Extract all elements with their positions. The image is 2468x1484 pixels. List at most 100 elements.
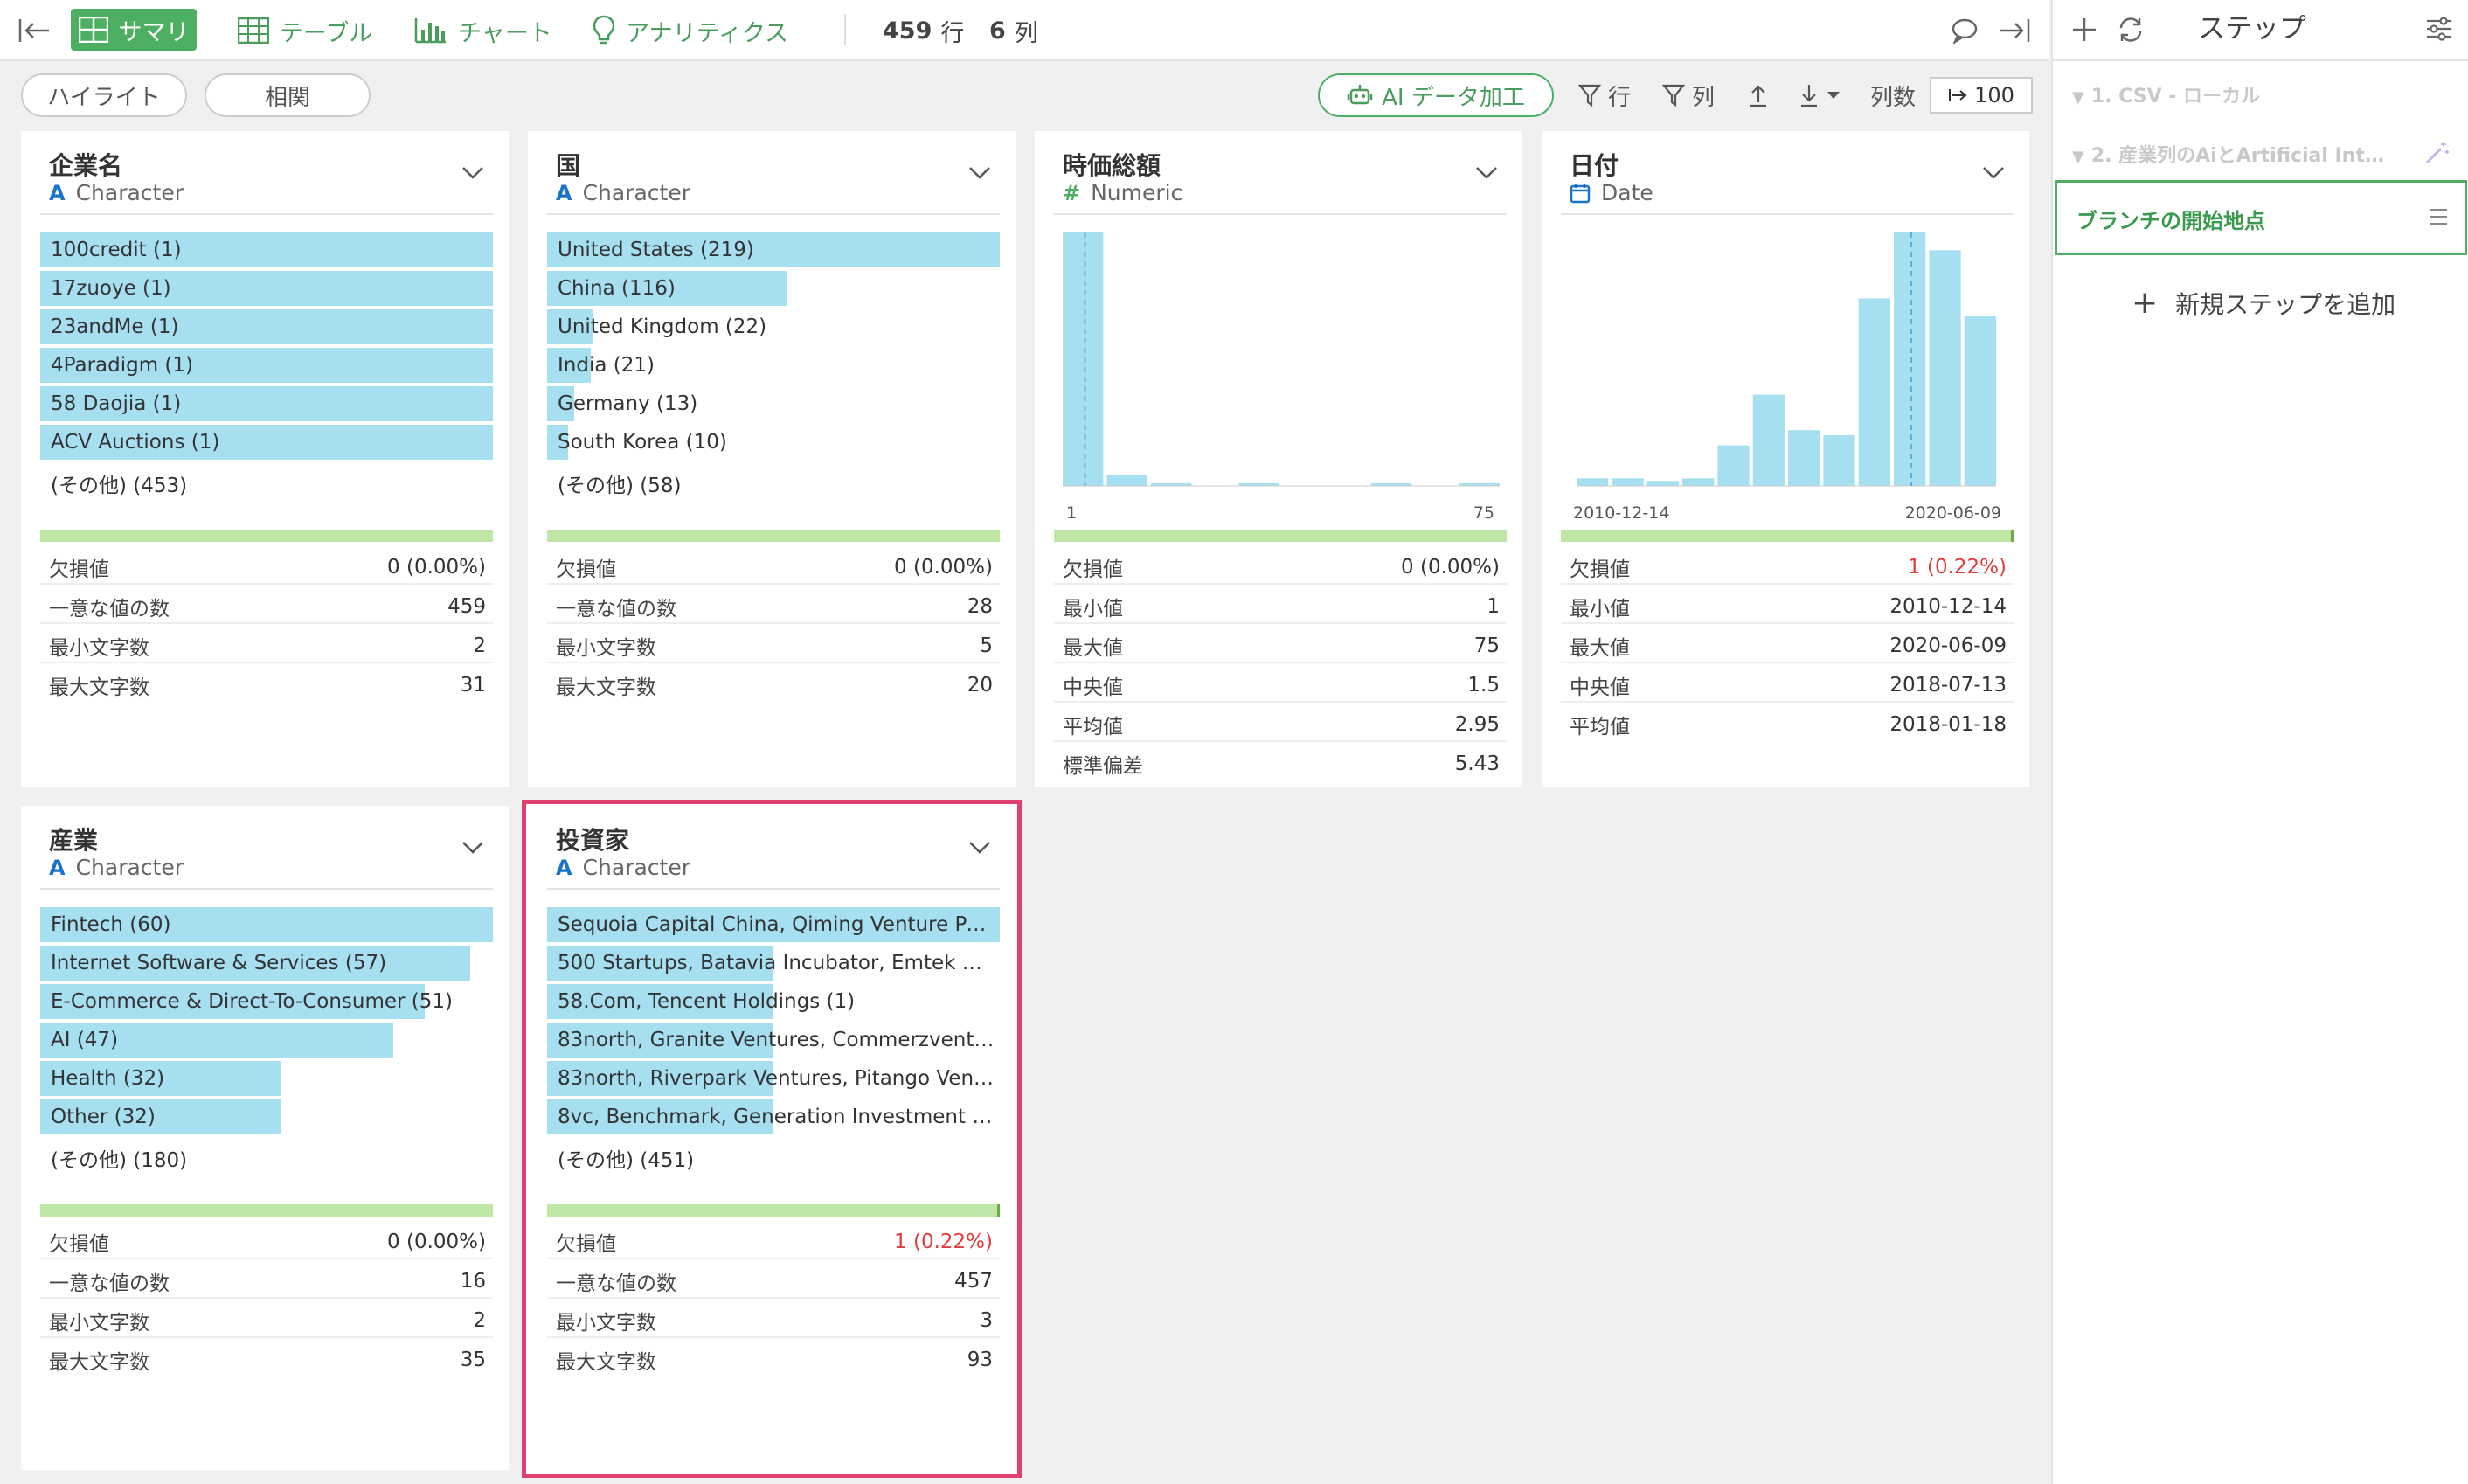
missing-indicator-bar xyxy=(1054,530,1507,542)
column-type-label: Character xyxy=(75,180,184,205)
value-bar-row[interactable]: Fintech (60) xyxy=(40,907,493,946)
value-bar-row[interactable]: 58.Com, Tencent Holdings (1) xyxy=(547,984,1000,1023)
ai-data-processing-button[interactable]: AI データ加工 xyxy=(1318,73,1554,117)
missing-marker xyxy=(2011,530,2014,542)
value-bar-label: AI (47) xyxy=(51,1029,119,1051)
stat-value: 35 xyxy=(460,1349,486,1371)
caret-down-icon: ▼ xyxy=(2072,88,2084,107)
date-histogram xyxy=(1577,232,1996,487)
stat-value: 0 (0.00%) xyxy=(387,1231,486,1253)
magic-wand-icon[interactable] xyxy=(2423,140,2450,170)
value-bar-fill xyxy=(547,232,1000,267)
collapse-left-icon[interactable] xyxy=(17,17,51,47)
chevron-down-icon[interactable] xyxy=(968,841,991,858)
value-bar-row[interactable]: 23andMe (1) xyxy=(40,309,493,348)
highlight-button[interactable]: ハイライト xyxy=(21,73,187,117)
tab-chart[interactable]: チャート xyxy=(414,0,552,61)
steps-panel-header: ステップ xyxy=(2053,0,2468,61)
value-bar-fill xyxy=(547,348,591,383)
column-card-company[interactable]: 企業名 A Character 100credit (1) 17zuoye (1) 2… xyxy=(21,131,509,787)
export-dropdown-button[interactable] xyxy=(1799,73,1848,117)
chevron-down-icon[interactable] xyxy=(968,166,991,184)
value-bar-label: South Korea (10) xyxy=(558,431,727,454)
stat-row-missing: 欠損値 0 (0.00%) xyxy=(547,545,1000,585)
value-bar-fill xyxy=(40,386,493,421)
stat-label: 欠損値 xyxy=(49,1233,109,1256)
chevron-down-icon[interactable] xyxy=(461,841,484,858)
value-bar-row[interactable]: AI (47) xyxy=(40,1023,493,1061)
value-bar-row[interactable]: South Korea (10) xyxy=(547,425,1000,463)
filter-rows-button[interactable]: 行 xyxy=(1578,73,1631,117)
value-bar-row[interactable]: E-Commerce & Direct-To-Consumer (51) xyxy=(40,984,493,1023)
value-bar-row[interactable]: 8vc, Benchmark, Generation Investment Ma… xyxy=(547,1099,1000,1138)
value-bar-label: Health (32) xyxy=(51,1067,165,1090)
value-bar-fill xyxy=(547,984,773,1019)
menu-icon[interactable] xyxy=(2428,207,2449,230)
column-count-input[interactable]: 100 xyxy=(1930,77,2033,114)
value-bar-label: 4Paradigm (1) xyxy=(51,354,193,377)
column-card-country[interactable]: 国 A Character United States (219) China (1… xyxy=(528,131,1016,787)
stat-label: 最大値 xyxy=(1063,637,1123,660)
value-bar-row[interactable]: Health (32) xyxy=(40,1061,493,1099)
tab-summary[interactable]: サマリ xyxy=(71,9,197,51)
stat-label: 最小文字数 xyxy=(49,1312,149,1335)
tab-table[interactable]: テーブル xyxy=(238,0,372,61)
value-bar-row[interactable]: 100credit (1) xyxy=(40,232,493,271)
value-bar-row[interactable]: China (116) xyxy=(547,271,1000,309)
stat-label: 最大文字数 xyxy=(556,1351,656,1374)
value-bar-fill xyxy=(40,348,493,383)
value-bar-fill xyxy=(547,1023,773,1058)
value-bar-fill xyxy=(547,1099,773,1134)
add-step-button[interactable]: + 新規ステップを追加 xyxy=(2132,285,2395,321)
histogram-bar xyxy=(1682,478,1715,486)
value-bar-row[interactable]: Other (32) xyxy=(40,1099,493,1138)
step-item-industry[interactable]: ▼ 2. 産業列のAiとArtificial Int… xyxy=(2072,140,2448,168)
value-bar-row[interactable]: 500 Startups, Batavia Incubator, Emtek G… xyxy=(547,946,1000,984)
value-bar-row[interactable]: India (21) xyxy=(547,348,1000,386)
value-bar-row[interactable]: Germany (13) xyxy=(547,386,1000,425)
comment-icon[interactable] xyxy=(1951,17,1979,47)
stat-value: 0 (0.00%) xyxy=(387,556,486,579)
filter-cols-button[interactable]: 列 xyxy=(1662,73,1715,117)
row-count-value: 459 xyxy=(883,17,932,45)
stat-row-unique: 一意な値の数 16 xyxy=(40,1259,493,1299)
value-bar-row[interactable]: 83north, Granite Ventures, Commerzventur… xyxy=(547,1023,1000,1061)
chevron-down-icon[interactable] xyxy=(461,166,484,184)
tab-analytics[interactable]: アナリティクス xyxy=(593,0,788,61)
value-bar-row[interactable]: United States (219) xyxy=(547,232,1000,271)
column-card-market-cap[interactable]: 時価総額 # Numeric 1 75 欠損値 0 (0.00%) 最小値 1 最大値… xyxy=(1035,131,1522,787)
value-bar-row[interactable]: United Kingdom (22) xyxy=(547,309,1000,348)
filter-cols-label: 列 xyxy=(1692,84,1716,111)
value-bar-row[interactable]: ACV Auctions (1) xyxy=(40,425,493,463)
step-item-branch-start[interactable]: ブランチの開始地点 xyxy=(2055,180,2467,255)
value-bar-label: 8vc, Benchmark, Generation Investment Ma… xyxy=(558,1106,996,1128)
stat-value: 1 (0.22%) xyxy=(1908,556,2007,579)
chevron-down-icon[interactable] xyxy=(1475,166,1498,184)
value-bar-row[interactable]: Internet Software & Services (57) xyxy=(40,946,493,984)
column-card-date[interactable]: 日付 Date 2010-12-14 2020-06-09 欠損値 1 (0.22… xyxy=(1542,131,2029,787)
correlation-button[interactable]: 相関 xyxy=(205,73,371,117)
step-item-csv[interactable]: ▼ 1. CSV - ローカル xyxy=(2072,80,2260,108)
stat-value: 1.5 xyxy=(1467,674,1500,697)
collapse-right-icon[interactable] xyxy=(1998,17,2031,47)
value-bar-row[interactable]: 17zuoye (1) xyxy=(40,271,493,309)
stat-row-mean: 平均値 2.95 xyxy=(1054,703,1507,742)
other-values: (その他) (451) xyxy=(558,1149,695,1172)
value-bar-label: Other (32) xyxy=(51,1106,156,1128)
chevron-down-icon[interactable] xyxy=(1982,166,2005,184)
value-bar-fill xyxy=(547,309,593,344)
value-bar-fill xyxy=(547,386,575,421)
column-card-industry[interactable]: 産業 A Character Fintech (60) Internet Softw… xyxy=(21,806,509,1470)
value-bar-row[interactable]: 83north, Riverpark Ventures, Pitango Ven… xyxy=(547,1061,1000,1099)
column-card-investors[interactable]: 投資家 A Character Sequoia Capital China, Qi… xyxy=(522,800,1022,1478)
add-icon[interactable] xyxy=(2070,16,2098,47)
axis-max-label: 75 xyxy=(1473,503,1494,523)
sort-ascending-button[interactable] xyxy=(1748,73,1776,117)
refresh-icon[interactable] xyxy=(2116,16,2146,47)
stat-row-unique: 一意な値の数 459 xyxy=(40,585,493,624)
value-bar-row[interactable]: 4Paradigm (1) xyxy=(40,348,493,386)
header-divider xyxy=(1054,213,1507,215)
value-bar-row[interactable]: 58 Daojia (1) xyxy=(40,386,493,425)
settings-sliders-icon[interactable] xyxy=(2425,16,2453,45)
value-bar-row[interactable]: Sequoia Capital China, Qiming Venture Pa… xyxy=(547,907,1000,946)
